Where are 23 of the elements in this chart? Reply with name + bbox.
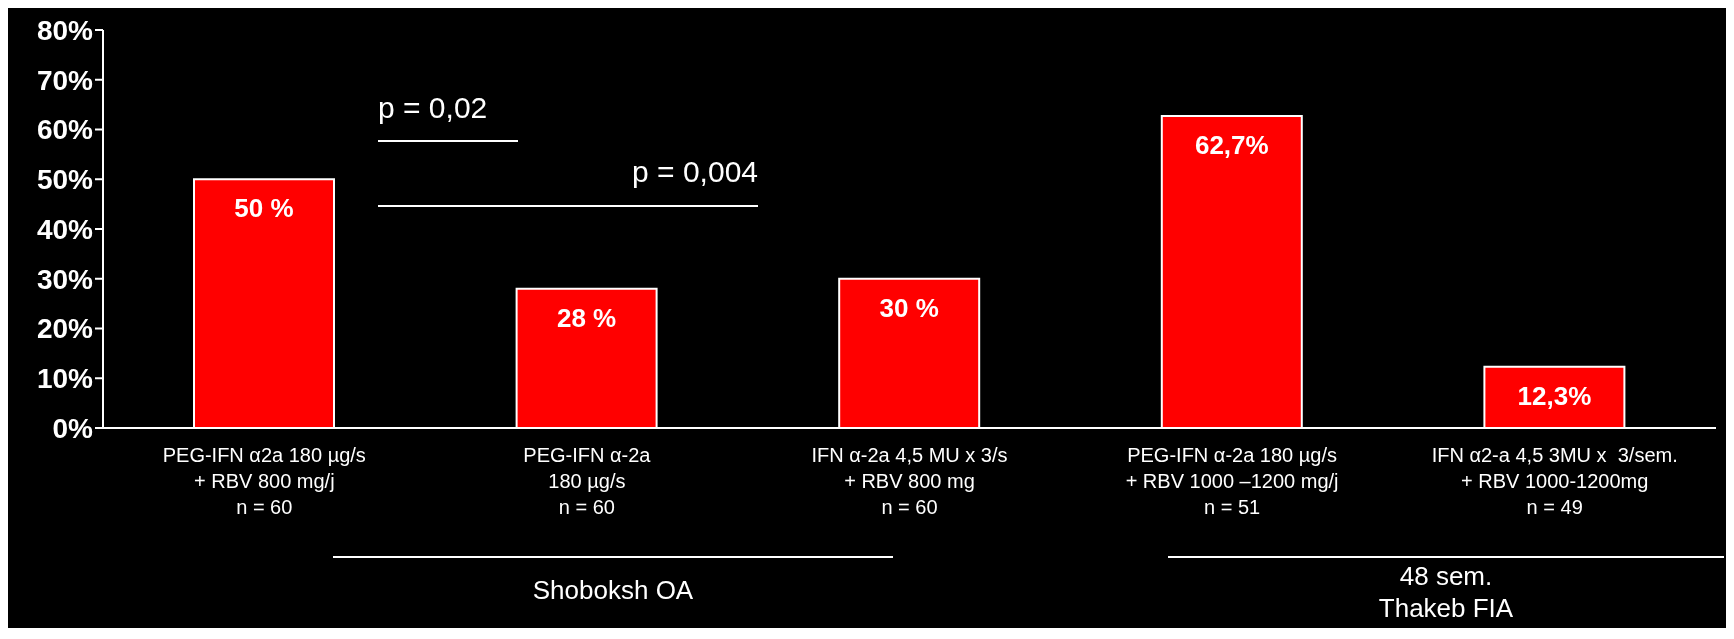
x-tick-label: IFN α2-a 4,5 3MU x 3/sem. + RBV 1000-1200mg n = 49: [1431, 444, 1678, 518]
y-tick-label: 50%: [36, 164, 94, 196]
text: 48 sem. Thakeb FIA: [1377, 560, 1515, 624]
text: Shoboksh OA: [531, 574, 695, 606]
data-label: 62,7%: [1194, 130, 1269, 161]
data-label: 12,3%: [1517, 380, 1592, 411]
x-tick-label: IFN α-2a 4,5 MU x 3/s + RBV 800 mg n = 60: [811, 444, 1008, 518]
y-tick-label: 10%: [36, 363, 94, 395]
y-tick-label: 70%: [36, 64, 94, 96]
y-tick-label: 30%: [36, 263, 94, 295]
y-tick-label: 40%: [36, 213, 94, 245]
y-tick-label: 60%: [36, 114, 94, 146]
x-tick-label: PEG-IFN α-2a 180 µg/s + RBV 1000 –1200 mg/j n = 51: [1125, 444, 1339, 518]
data-label: 28 %: [556, 302, 617, 333]
annotation: p = 0,004: [632, 155, 758, 188]
x-tick-label: PEG-IFN α2a 180 µg/s + RBV 800 mg/j n = 60: [162, 444, 366, 518]
data-label: 30 %: [879, 292, 939, 323]
y-tick-label: 80%: [36, 14, 94, 46]
y-tick-label: 0%: [52, 412, 94, 444]
x-tick-label: PEG-IFN α-2a 180 µg/s n = 60: [523, 444, 652, 518]
annotation: p = 0,02: [378, 91, 488, 124]
y-tick-label: 20%: [36, 313, 94, 345]
data-label: 50 %: [234, 193, 294, 224]
